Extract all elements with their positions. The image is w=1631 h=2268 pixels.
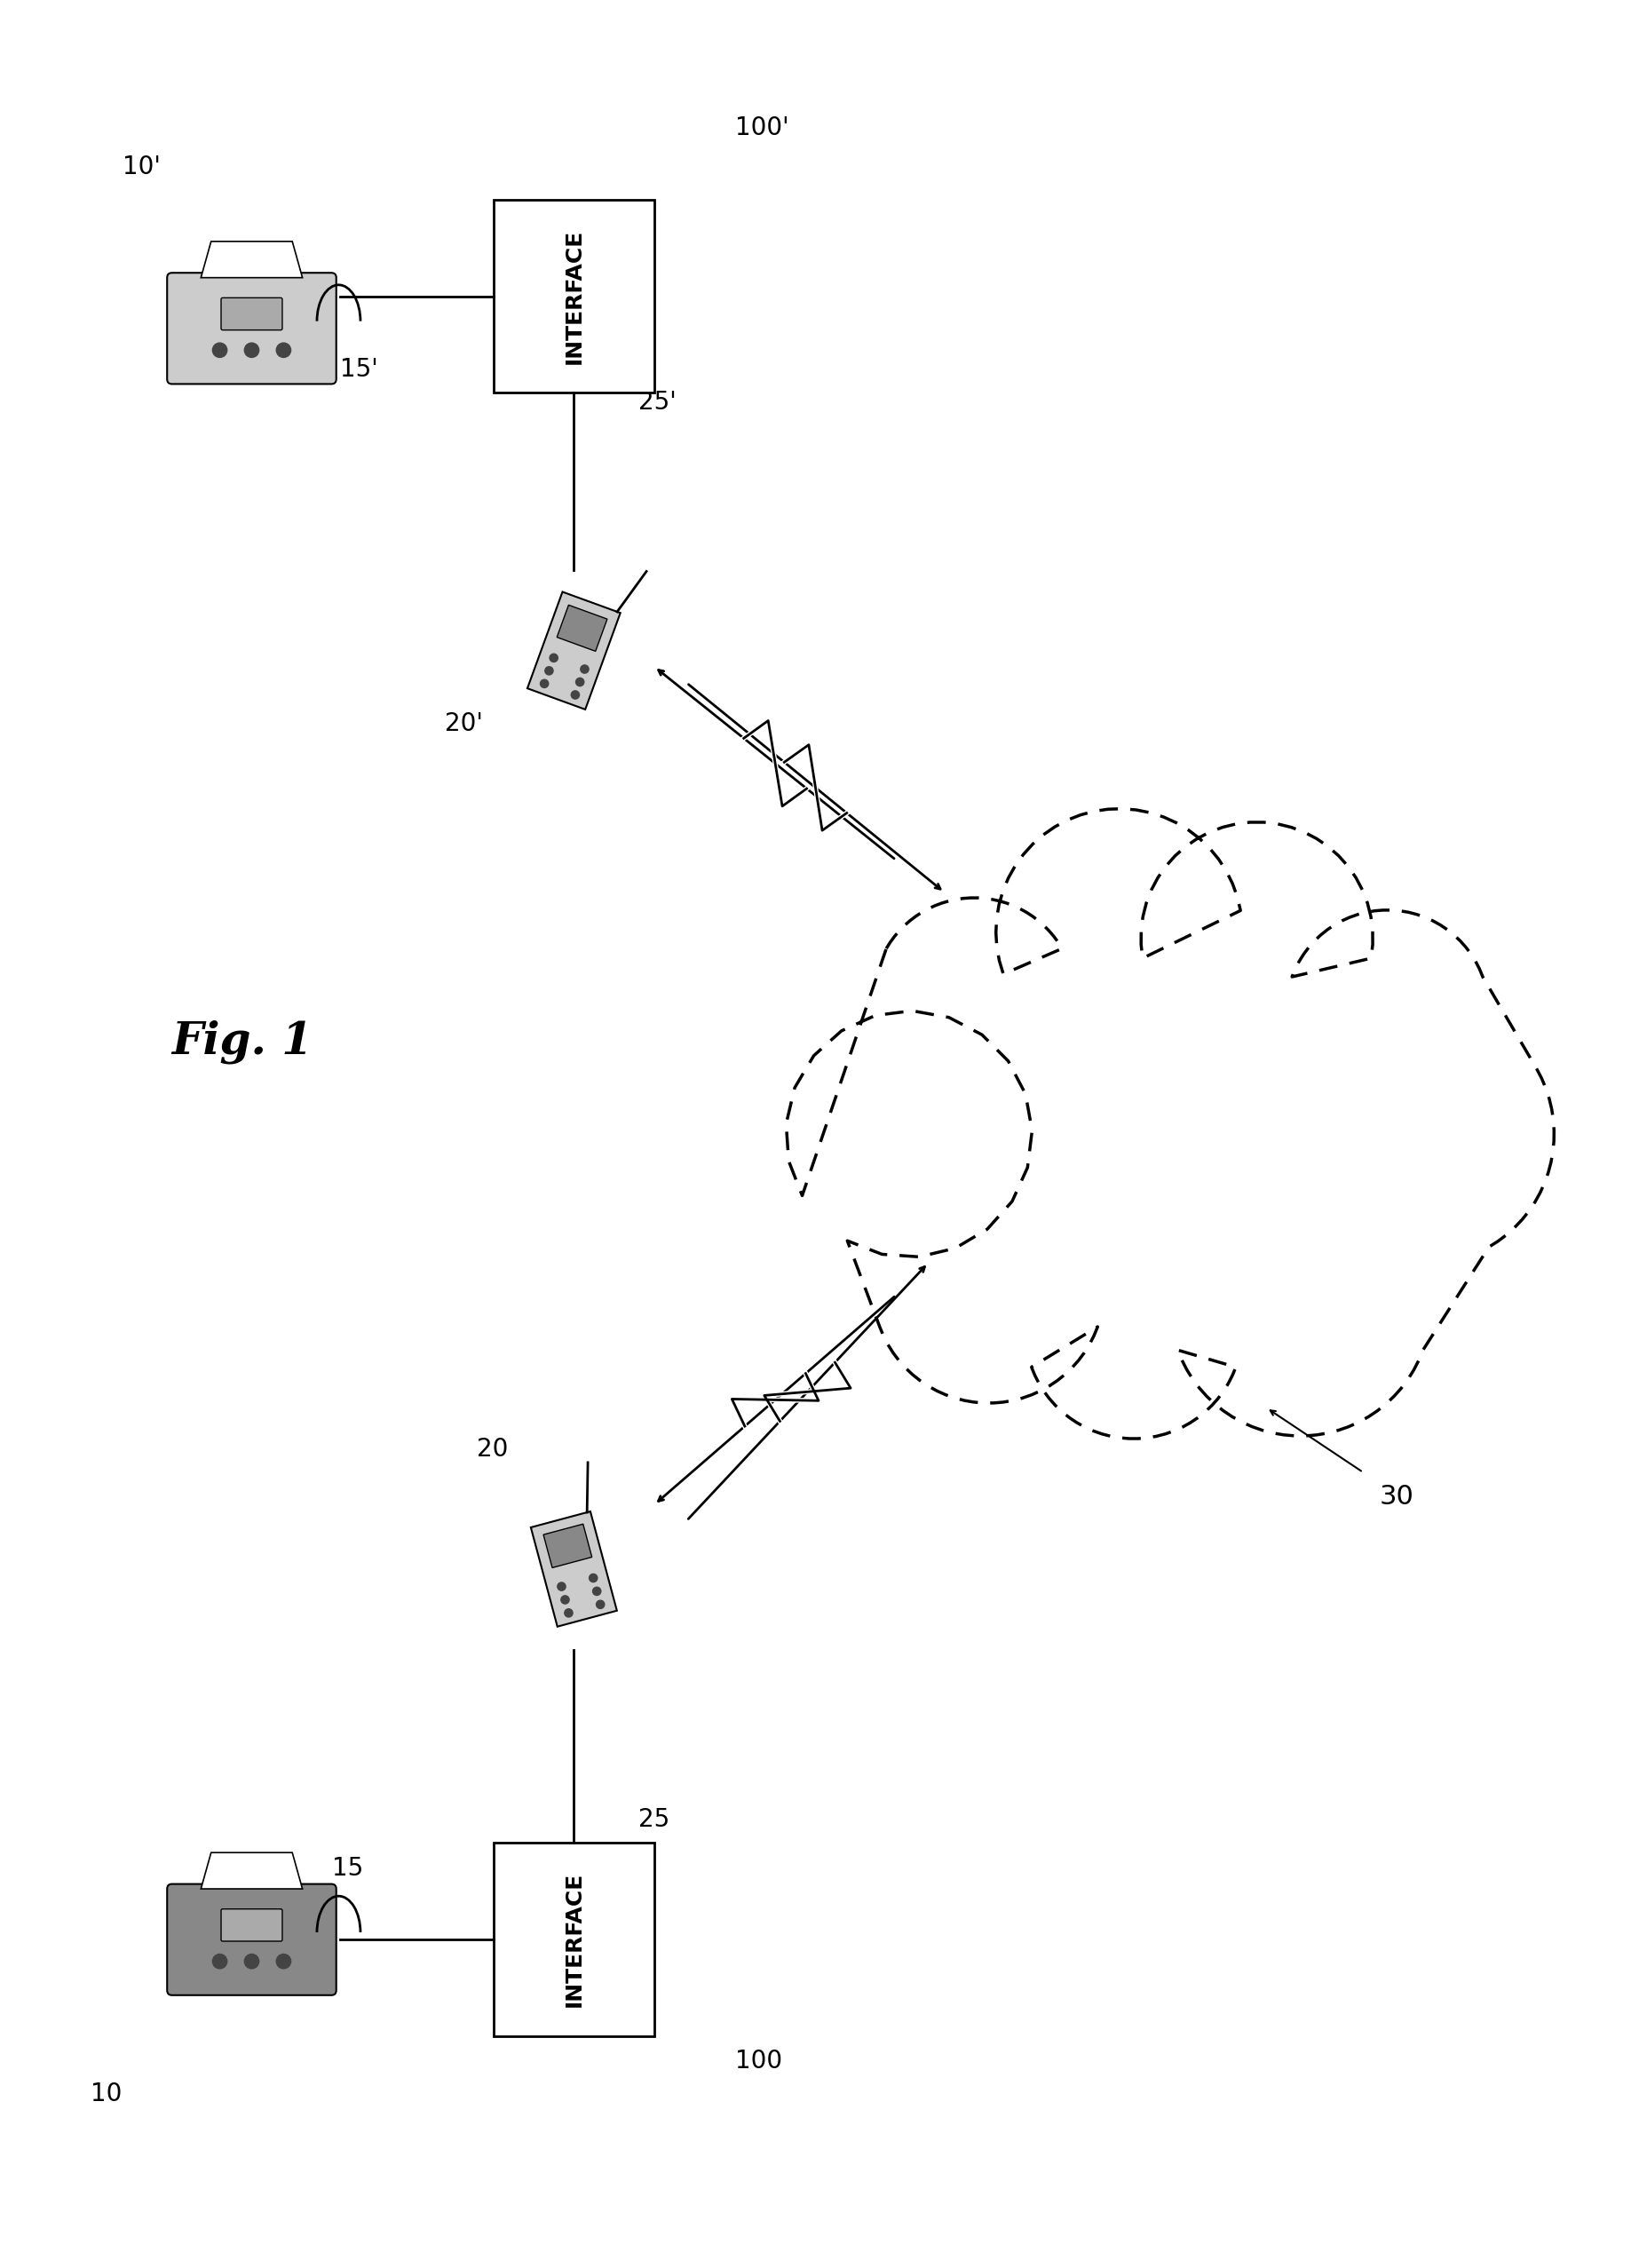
Circle shape bbox=[571, 692, 579, 699]
Text: 100: 100 bbox=[736, 2048, 783, 2073]
Text: 20': 20' bbox=[445, 712, 483, 737]
Polygon shape bbox=[543, 1524, 592, 1567]
Text: 10': 10' bbox=[122, 154, 161, 179]
Text: 20: 20 bbox=[478, 1436, 509, 1461]
Text: 100': 100' bbox=[736, 116, 789, 141]
FancyBboxPatch shape bbox=[493, 200, 654, 392]
Circle shape bbox=[276, 1955, 290, 1969]
Ellipse shape bbox=[894, 1163, 1300, 1408]
Circle shape bbox=[540, 680, 548, 687]
Ellipse shape bbox=[1062, 816, 1350, 1061]
Polygon shape bbox=[948, 1012, 1024, 1064]
Ellipse shape bbox=[1127, 871, 1533, 1336]
Polygon shape bbox=[527, 592, 620, 710]
Ellipse shape bbox=[953, 828, 1213, 1098]
Polygon shape bbox=[530, 1510, 617, 1626]
FancyBboxPatch shape bbox=[1311, 1084, 1350, 1118]
FancyBboxPatch shape bbox=[222, 297, 282, 331]
FancyBboxPatch shape bbox=[1285, 1093, 1315, 1111]
Text: 25: 25 bbox=[638, 1808, 670, 1833]
Polygon shape bbox=[786, 810, 1554, 1438]
Circle shape bbox=[212, 342, 227, 358]
Text: 25': 25' bbox=[638, 390, 677, 415]
Polygon shape bbox=[1014, 1025, 1036, 1102]
Circle shape bbox=[276, 342, 290, 358]
FancyBboxPatch shape bbox=[1347, 1093, 1377, 1111]
Circle shape bbox=[245, 1955, 259, 1969]
Ellipse shape bbox=[858, 939, 1076, 1145]
Ellipse shape bbox=[917, 878, 1424, 1390]
Polygon shape bbox=[201, 240, 302, 277]
Polygon shape bbox=[556, 606, 607, 651]
Ellipse shape bbox=[807, 871, 1213, 1336]
Text: 15: 15 bbox=[333, 1855, 364, 1880]
FancyBboxPatch shape bbox=[166, 1885, 336, 1996]
Circle shape bbox=[212, 1955, 227, 1969]
Text: 30: 30 bbox=[1380, 1483, 1414, 1510]
Text: INTERFACE: INTERFACE bbox=[563, 1871, 584, 2007]
Ellipse shape bbox=[1264, 957, 1481, 1163]
Text: 10: 10 bbox=[91, 2082, 122, 2107]
Text: INTERFACE: INTERFACE bbox=[563, 229, 584, 363]
Circle shape bbox=[597, 1601, 605, 1608]
FancyBboxPatch shape bbox=[493, 1844, 654, 2037]
Circle shape bbox=[545, 667, 553, 676]
FancyBboxPatch shape bbox=[222, 1910, 282, 1941]
Circle shape bbox=[550, 653, 558, 662]
Circle shape bbox=[561, 1597, 569, 1603]
Circle shape bbox=[558, 1583, 566, 1590]
Polygon shape bbox=[948, 973, 1024, 1025]
Ellipse shape bbox=[1076, 1163, 1439, 1408]
Polygon shape bbox=[201, 1853, 302, 1889]
Circle shape bbox=[581, 665, 589, 674]
FancyBboxPatch shape bbox=[166, 272, 336, 383]
Circle shape bbox=[576, 678, 584, 687]
Circle shape bbox=[589, 1574, 597, 1583]
Text: 15': 15' bbox=[341, 356, 378, 381]
Circle shape bbox=[592, 1588, 600, 1594]
Circle shape bbox=[564, 1608, 572, 1617]
Circle shape bbox=[245, 342, 259, 358]
Text: Fig. 1: Fig. 1 bbox=[171, 1021, 312, 1064]
